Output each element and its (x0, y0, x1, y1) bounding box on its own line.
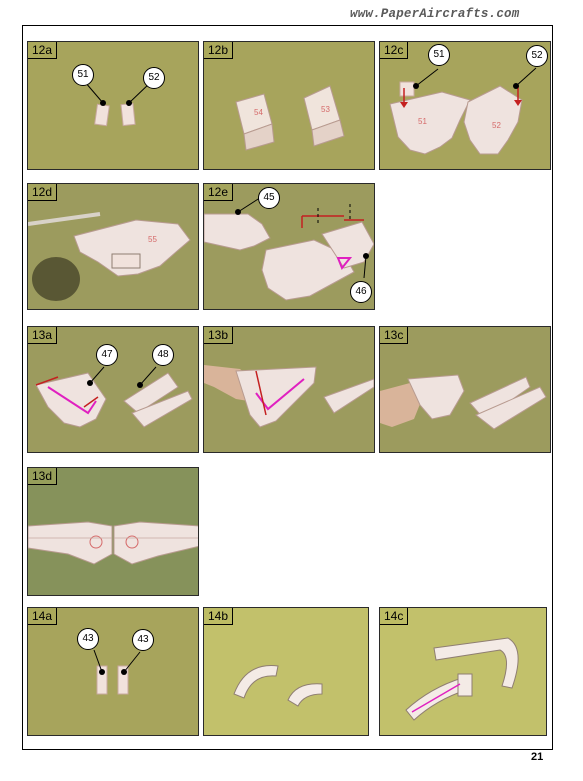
part-marking: 55 (148, 235, 157, 244)
part-43-illustration (93, 649, 141, 695)
step-label: 13a (28, 327, 58, 344)
part-marking: 53 (321, 105, 330, 114)
folding-by-hand-illustration (204, 365, 374, 428)
step-label: 13b (204, 327, 234, 344)
part-marking: 52 (492, 121, 501, 130)
step-label: 12d (28, 184, 58, 201)
step-photo-13c: 13c (379, 326, 551, 453)
step-label: 14a (28, 608, 58, 625)
part-callout: 52 (526, 45, 548, 67)
page-frame (22, 25, 553, 750)
step-label: 12a (28, 42, 58, 59)
part-marking: 54 (254, 108, 263, 117)
part-callout: 45 (258, 187, 280, 209)
part-callout: 52 (143, 67, 165, 89)
curved-strips-illustration (233, 665, 323, 707)
part-callout: 47 (96, 344, 118, 366)
step-label: 13d (28, 468, 58, 485)
part-callout: 43 (132, 629, 154, 651)
step-photo-12b: 54 53 12b (203, 41, 375, 170)
part-callout: 48 (152, 344, 174, 366)
assembled-wing-illustration: 55 (28, 212, 191, 301)
step-photo-12c: 51 52 12c 51 52 (379, 41, 551, 170)
step-label: 12e (204, 184, 234, 201)
part-callout: 43 (77, 628, 99, 650)
part-callout: 46 (350, 281, 372, 303)
folded-wing-illustration (380, 374, 547, 430)
step-label: 12c (380, 42, 409, 59)
site-url: www.PaperAircrafts.com (350, 7, 520, 21)
folded-box-parts-illustration: 54 53 (235, 85, 345, 151)
step-label: 12b (204, 42, 234, 59)
completed-wings-illustration (28, 521, 198, 565)
step-label: 14b (204, 608, 234, 625)
part-marking: 51 (418, 117, 427, 126)
step-photo-14b: 14b (203, 607, 369, 736)
step-photo-13d: 13d (27, 467, 199, 596)
part-51-52-illustration (84, 81, 152, 127)
step-photo-14c: 14c (379, 607, 547, 736)
curved-strips-assembled-illustration (405, 637, 519, 721)
wing-fold-illustration (35, 366, 193, 428)
wing-parts-illustration: 51 52 (389, 67, 537, 155)
step-label: 14c (380, 608, 409, 625)
part-callout: 51 (428, 44, 450, 66)
step-photo-12e: 12e 45 46 (203, 183, 375, 310)
wing-assembly-illustration (204, 193, 374, 301)
step-photo-14a: 14a 43 43 (27, 607, 199, 736)
step-label: 13c (380, 327, 409, 344)
part-callout: 51 (72, 64, 94, 86)
step-photo-12a: 12a 51 52 (27, 41, 199, 170)
step-photo-13b: 13b (203, 326, 375, 453)
step-photo-12d: 55 12d (27, 183, 199, 310)
step-photo-13a: 13a 47 48 (27, 326, 199, 453)
page-number: 21 (531, 751, 544, 763)
